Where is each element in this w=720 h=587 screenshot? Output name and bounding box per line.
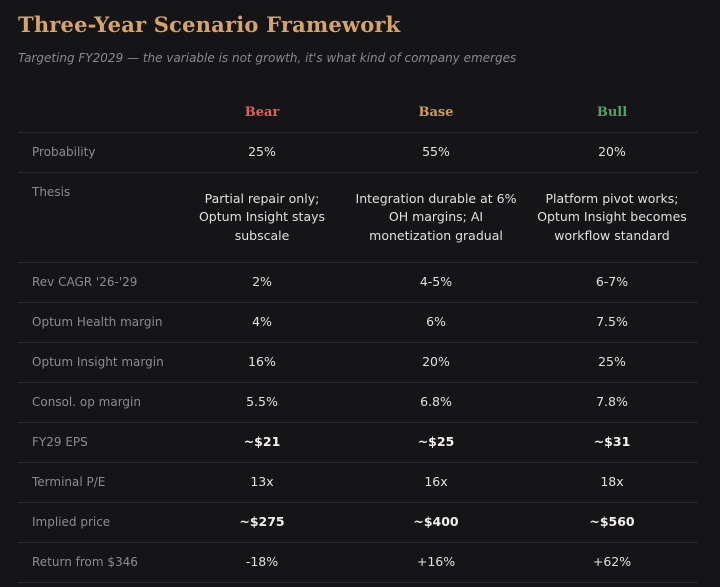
row-probability: Probability 25% 55% 20% (18, 132, 698, 173)
header-bear: Bear (178, 92, 346, 133)
base-value: 6.8% (346, 382, 526, 423)
row-label: FY29 EPS (18, 422, 178, 463)
row-label: Optum Health margin (18, 302, 178, 343)
row-label: Return from $346 (18, 542, 178, 583)
bull-value: 7.5% (526, 302, 698, 343)
row-fy29-eps: FY29 EPS ~$21 ~$25 ~$31 (18, 422, 698, 463)
row-optum-health-margin: Optum Health margin 4% 6% 7.5% (18, 302, 698, 343)
row-rev-cagr: Rev CAGR '26-'29 2% 4-5% 6-7% (18, 262, 698, 303)
header-bull: Bull (526, 92, 698, 133)
base-value: 16x (346, 462, 526, 503)
bull-value: 25% (526, 342, 698, 383)
row-implied-price: Implied price ~$275 ~$400 ~$560 (18, 502, 698, 543)
row-terminal-pe: Terminal P/E 13x 16x 18x (18, 462, 698, 503)
bear-value: 25% (178, 132, 346, 173)
header-base: Base (346, 92, 526, 133)
bull-value: 18x (526, 462, 698, 503)
header-empty-cell (18, 92, 178, 133)
base-value: ~$400 (346, 502, 526, 543)
base-value: 55% (346, 132, 526, 173)
row-return: Return from $346 -18% +16% +62% (18, 542, 698, 583)
row-label: Thesis (18, 172, 178, 263)
bear-value: -18% (178, 542, 346, 583)
bull-value: 6-7% (526, 262, 698, 303)
bull-value: +62% (526, 542, 698, 583)
row-label: Consol. op margin (18, 382, 178, 423)
base-value: 20% (346, 342, 526, 383)
bear-value: 16% (178, 342, 346, 383)
base-value: 6% (346, 302, 526, 343)
row-optum-insight-margin: Optum Insight margin 16% 20% 25% (18, 342, 698, 383)
row-label: Optum Insight margin (18, 342, 178, 383)
page-subtitle: Targeting FY2029 — the variable is not g… (18, 51, 517, 65)
page-title: Three-Year Scenario Framework (18, 12, 401, 37)
bear-value: Partial repair only; Optum Insight stays… (178, 172, 346, 263)
row-label: Terminal P/E (18, 462, 178, 503)
bear-value: ~$275 (178, 502, 346, 543)
bear-value: 5.5% (178, 382, 346, 423)
base-value: ~$25 (346, 422, 526, 463)
bull-value: Platform pivot works; Optum Insight beco… (526, 172, 698, 263)
base-value: +16% (346, 542, 526, 583)
bull-value: 7.8% (526, 382, 698, 423)
row-label: Rev CAGR '26-'29 (18, 262, 178, 303)
base-value: Integration durable at 6% OH margins; AI… (346, 172, 526, 263)
bear-value: 2% (178, 262, 346, 303)
bear-value: ~$21 (178, 422, 346, 463)
bull-value: 20% (526, 132, 698, 173)
base-value: 4-5% (346, 262, 526, 303)
row-label: Implied price (18, 502, 178, 543)
bull-value: ~$31 (526, 422, 698, 463)
row-consol-op-margin: Consol. op margin 5.5% 6.8% 7.8% (18, 382, 698, 423)
bear-value: 13x (178, 462, 346, 503)
scenario-table: Bear Base Bull Probability 25% 55% 20% T… (18, 92, 698, 583)
table-header-row: Bear Base Bull (18, 92, 698, 133)
row-label: Probability (18, 132, 178, 173)
bull-value: ~$560 (526, 502, 698, 543)
bear-value: 4% (178, 302, 346, 343)
row-thesis: Thesis Partial repair only; Optum Insigh… (18, 172, 698, 263)
